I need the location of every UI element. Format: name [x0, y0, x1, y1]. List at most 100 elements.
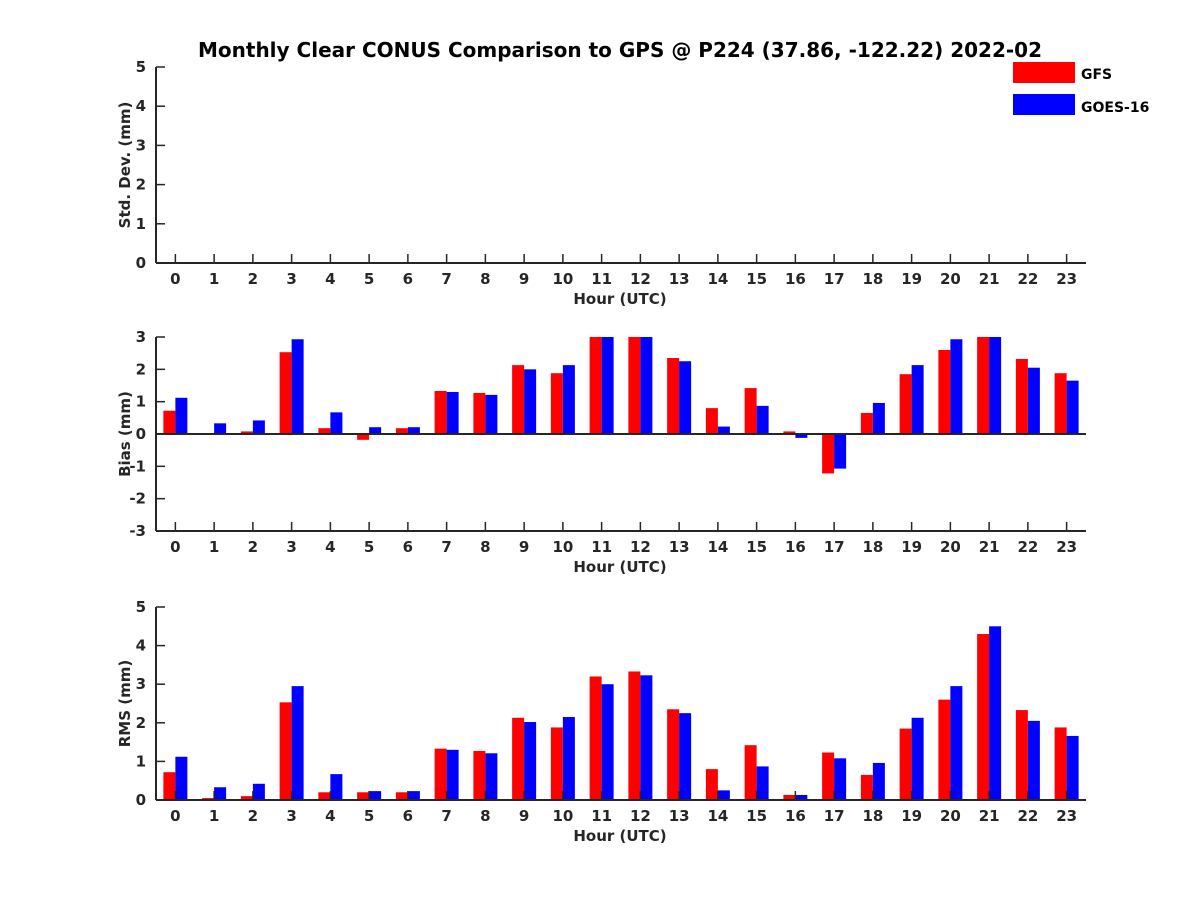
bias-x-tick-label: 11 [591, 538, 612, 556]
bar-rms-gfs-h23 [1054, 727, 1067, 800]
rms-y-tick-label: 0 [136, 791, 146, 809]
bar-rms-gfs-h8 [473, 750, 486, 800]
bar-bias-gfs-h12 [628, 337, 641, 434]
stddev-y-tick-label: 4 [136, 97, 146, 115]
bar-bias-gfs-h10 [550, 373, 563, 434]
bias-x-tick-label: 18 [862, 538, 883, 556]
bar-bias-goes16-h19 [911, 365, 924, 434]
bar-bias-goes16-h21 [989, 337, 1002, 434]
rms-x-tick-label: 23 [1056, 807, 1077, 825]
bar-rms-goes16-h7 [446, 749, 459, 800]
bar-rms-goes16-h21 [989, 626, 1002, 800]
stddev-y-tick-label: 1 [136, 215, 146, 233]
bias-x-tick-label: 20 [940, 538, 961, 556]
rms-x-tick-label: 22 [1017, 807, 1038, 825]
bar-rms-goes16-h22 [1027, 720, 1040, 800]
bar-bias-gfs-h9 [512, 365, 525, 434]
bias-x-tick-label: 3 [286, 538, 296, 556]
rms-y-tick-label: 5 [136, 598, 146, 616]
bar-rms-goes16-h3 [291, 686, 304, 800]
stddev-x-tick-label: 1 [209, 270, 219, 288]
rms-y-tick-label: 3 [136, 675, 146, 693]
bias-x-tick-label: 13 [669, 538, 690, 556]
bar-bias-goes16-h13 [679, 361, 692, 434]
rms-x-tick-label: 0 [170, 807, 180, 825]
bar-rms-goes16-h5 [369, 791, 382, 800]
bar-rms-gfs-h0 [163, 772, 176, 800]
bar-rms-goes16-h14 [717, 790, 730, 800]
stddev-x-tick-label: 7 [441, 270, 451, 288]
bias-x-tick-label: 15 [746, 538, 767, 556]
bar-bias-gfs-h8 [473, 392, 486, 434]
bar-bias-goes16-h1 [214, 423, 227, 434]
bar-rms-goes16-h12 [640, 675, 653, 800]
bias-x-tick-label: 23 [1056, 538, 1077, 556]
bar-bias-gfs-h21 [977, 337, 990, 434]
legend-label-goes16: GOES-16 [1081, 100, 1149, 116]
rms-x-tick-label: 6 [403, 807, 413, 825]
bar-bias-goes16-h11 [601, 337, 614, 434]
bar-rms-gfs-h21 [977, 634, 990, 800]
bias-x-tick-label: 9 [519, 538, 529, 556]
bias-y-tick-label: 2 [136, 360, 146, 378]
bar-rms-gfs-h3 [279, 702, 292, 800]
rms-x-tick-label: 21 [979, 807, 1000, 825]
bias-x-tick-label: 12 [630, 538, 651, 556]
bar-bias-goes16-h6 [407, 427, 420, 434]
stddev-x-tick-label: 18 [862, 270, 883, 288]
bar-bias-gfs-h16 [783, 431, 796, 434]
bar-bias-gfs-h15 [744, 388, 757, 434]
stddev-x-tick-label: 11 [591, 270, 612, 288]
bar-rms-gfs-h17 [822, 752, 835, 800]
bias-y-axis-label: Bias (mm) [116, 391, 134, 477]
bar-bias-gfs-h22 [1015, 358, 1028, 434]
bar-bias-goes16-h17 [834, 434, 847, 469]
bar-rms-gfs-h4 [318, 792, 331, 800]
bar-rms-gfs-h19 [899, 728, 912, 800]
rms-x-tick-label: 2 [248, 807, 258, 825]
rms-x-tick-label: 1 [209, 807, 219, 825]
stddev-x-tick-label: 21 [979, 270, 1000, 288]
bar-rms-goes16-h20 [950, 686, 963, 800]
bar-rms-goes16-h13 [679, 713, 692, 800]
bar-rms-goes16-h4 [330, 774, 343, 800]
bar-bias-goes16-h14 [717, 426, 730, 434]
stddev-y-axis-label: Std. Dev. (mm) [116, 102, 134, 229]
bar-bias-goes16-h15 [756, 405, 769, 434]
bias-y-tick-label: 1 [136, 393, 146, 411]
bar-bias-gfs-h14 [705, 408, 718, 434]
bar-rms-goes16-h8 [485, 753, 498, 800]
stddev-x-tick-label: 22 [1017, 270, 1038, 288]
bias-x-tick-label: 4 [325, 538, 335, 556]
rms-x-tick-label: 16 [785, 807, 806, 825]
bar-bias-gfs-h11 [589, 337, 602, 434]
rms-x-tick-label: 19 [901, 807, 922, 825]
bar-rms-goes16-h19 [911, 717, 924, 800]
bar-rms-gfs-h5 [357, 792, 370, 800]
bar-bias-gfs-h20 [938, 349, 951, 434]
rms-x-tick-label: 12 [630, 807, 651, 825]
bar-rms-goes16-h16 [795, 794, 808, 800]
stddev-x-tick-label: 6 [403, 270, 413, 288]
bar-rms-goes16-h23 [1066, 735, 1079, 800]
stddev-y-tick-label: 3 [136, 136, 146, 154]
bar-rms-gfs-h13 [667, 709, 680, 800]
bar-rms-goes16-h10 [562, 717, 575, 800]
stddev-y-tick-label: 2 [136, 176, 146, 194]
bar-bias-goes16-h5 [369, 427, 382, 434]
legend-swatch-gfs [1013, 62, 1075, 83]
bar-bias-gfs-h17 [822, 434, 835, 474]
bias-x-tick-label: 22 [1017, 538, 1038, 556]
bar-rms-gfs-h16 [783, 794, 796, 800]
bias-x-tick-label: 0 [170, 538, 180, 556]
bar-bias-gfs-h2 [240, 431, 253, 434]
bias-x-tick-label: 7 [441, 538, 451, 556]
rms-x-tick-label: 4 [325, 807, 335, 825]
rms-x-tick-label: 8 [480, 807, 490, 825]
bias-y-tick-label: 0 [136, 425, 146, 443]
bar-bias-gfs-h4 [318, 428, 331, 434]
rms-x-tick-label: 14 [707, 807, 728, 825]
